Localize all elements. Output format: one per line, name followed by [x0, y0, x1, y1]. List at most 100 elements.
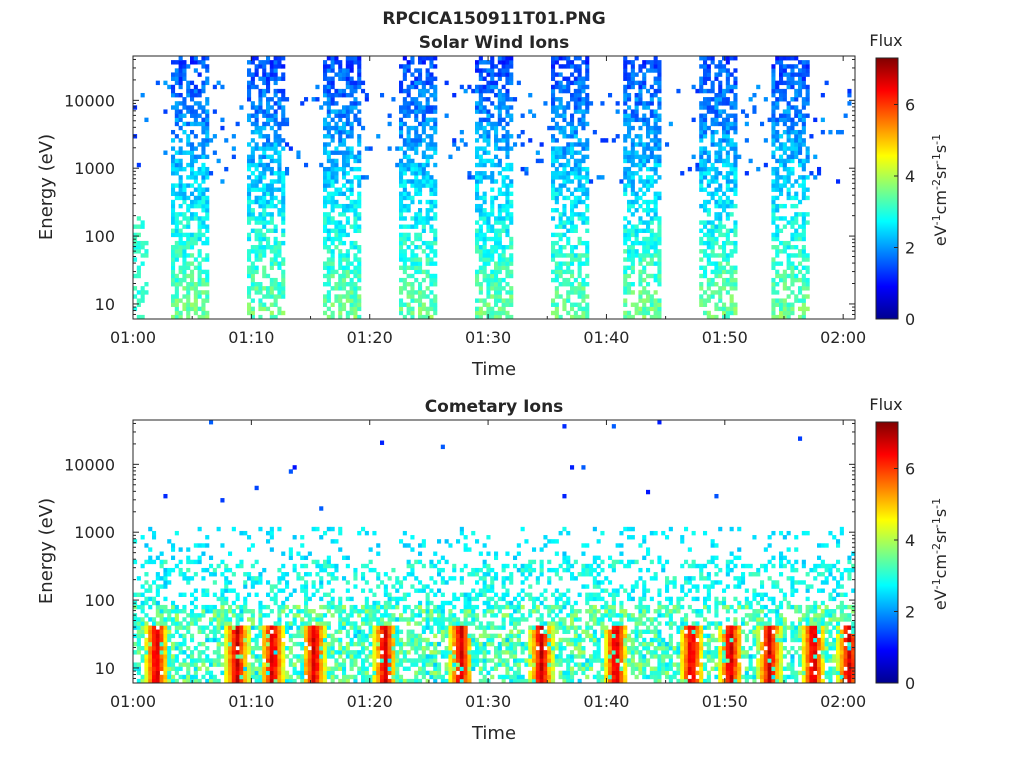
spectrogram-cell: [353, 270, 357, 274]
spectrogram-cell: [505, 105, 509, 109]
spectrogram-cell: [213, 85, 217, 89]
spectrogram-cell: [148, 584, 152, 588]
spectrogram-cell: [802, 183, 806, 187]
spectrogram-cell: [198, 167, 202, 171]
spectrogram-cell: [429, 105, 433, 109]
spectrogram-cell: [433, 204, 437, 208]
spectrogram-cell: [350, 64, 354, 68]
spectrogram-cell: [642, 85, 646, 89]
spectrogram-cell: [775, 204, 779, 208]
spectrogram-cell: [186, 122, 190, 126]
spectrogram-cell: [703, 175, 707, 179]
spectrogram-cell: [650, 151, 654, 155]
spectrogram-cell: [570, 167, 574, 171]
spectrogram-cell: [281, 646, 285, 650]
spectrogram-cell: [802, 105, 806, 109]
spectrogram-cell: [243, 650, 247, 654]
spectrogram-cell: [262, 146, 266, 150]
spectrogram-cell: [418, 245, 422, 249]
spectrogram-cell: [745, 122, 749, 126]
spectrogram-cell: [703, 126, 707, 130]
spectrogram-cell: [205, 278, 209, 282]
spectrogram-cell: [479, 233, 483, 237]
spectrogram-cell: [806, 307, 810, 311]
solar-wind-ylabel: Energy (eV): [36, 134, 57, 240]
spectrogram-cell: [274, 286, 278, 290]
spectrogram-cell: [555, 307, 559, 311]
spectrogram-cell: [638, 282, 642, 286]
spectrogram-cell: [201, 85, 205, 89]
spectrogram-cell: [346, 311, 350, 315]
spectrogram-cell: [486, 286, 490, 290]
spectrogram-cell: [217, 613, 221, 617]
spectrogram-cell: [198, 270, 202, 274]
spectrogram-cell: [498, 188, 502, 192]
spectrogram-cell: [262, 81, 266, 85]
spectrogram-cell: [509, 212, 513, 216]
spectrogram-cell: [794, 109, 798, 113]
spectrogram-cell: [270, 97, 274, 101]
spectrogram-cell: [327, 229, 331, 233]
spectrogram-cell: [255, 580, 259, 584]
spectrogram-cell: [498, 77, 502, 81]
spectrogram-cell: [494, 216, 498, 220]
spectrogram-cell: [331, 274, 335, 278]
spectrogram-cell: [331, 675, 335, 679]
spectrogram-cell: [806, 278, 810, 282]
spectrogram-cell: [194, 294, 198, 298]
spectrogram-cell: [262, 650, 266, 654]
spectrogram-cell: [403, 192, 407, 196]
spectrogram-cell: [338, 642, 342, 646]
spectrogram-cell: [657, 216, 661, 220]
spectrogram-cell: [779, 72, 783, 76]
spectrogram-cell: [498, 122, 502, 126]
spectrogram-cell: [331, 204, 335, 208]
spectrogram-cell: [642, 155, 646, 159]
spectrogram-cell: [296, 155, 300, 159]
spectrogram-cell: [505, 138, 509, 142]
spectrogram-cell: [722, 130, 726, 134]
spectrogram-cell: [657, 163, 661, 167]
spectrogram-cell: [175, 163, 179, 167]
spectrogram-cell: [342, 241, 346, 245]
spectrogram-cell: [312, 658, 316, 662]
spectrogram-cell: [255, 183, 259, 187]
spectrogram-cell: [566, 294, 570, 298]
spectrogram-cell: [304, 658, 308, 662]
spectrogram-cell: [137, 241, 141, 245]
spectrogram-cell: [414, 81, 418, 85]
spectrogram-cell: [228, 650, 232, 654]
spectrogram-cell: [646, 253, 650, 257]
spectrogram-cell: [236, 662, 240, 666]
spectrogram-cell: [186, 311, 190, 315]
spectrogram-cell: [483, 233, 487, 237]
spectrogram-cell: [369, 146, 373, 150]
spectrogram-cell: [205, 81, 209, 85]
spectrogram-cell: [342, 650, 346, 654]
spectrogram-cell: [771, 311, 775, 315]
spectrogram-cell: [730, 138, 734, 142]
spectrogram-cell: [179, 609, 183, 613]
spectrogram-cell: [334, 175, 338, 179]
spectrogram-cell: [714, 266, 718, 270]
spectrogram-cell: [194, 118, 198, 122]
spectrogram-cell: [194, 134, 198, 138]
spectrogram-cell: [179, 667, 183, 671]
spectrogram-cell: [403, 196, 407, 200]
spectrogram-cell: [141, 220, 145, 224]
spectrogram-cell: [141, 224, 145, 228]
spectrogram-cell: [787, 134, 791, 138]
spectrogram-cell: [486, 216, 490, 220]
spectrogram-cell: [422, 183, 426, 187]
spectrogram-cell: [502, 253, 506, 257]
spectrogram-cell: [794, 105, 798, 109]
spectrogram-cell: [133, 286, 137, 290]
spectrogram-cell: [490, 122, 494, 126]
spectrogram-cell: [498, 93, 502, 97]
spectrogram-cell: [182, 257, 186, 261]
spectrogram-cell: [171, 89, 175, 93]
spectrogram-cell: [167, 85, 171, 89]
spectrogram-cell: [475, 192, 479, 196]
spectrogram-cell: [171, 621, 175, 625]
spectrogram-cell: [327, 646, 331, 650]
